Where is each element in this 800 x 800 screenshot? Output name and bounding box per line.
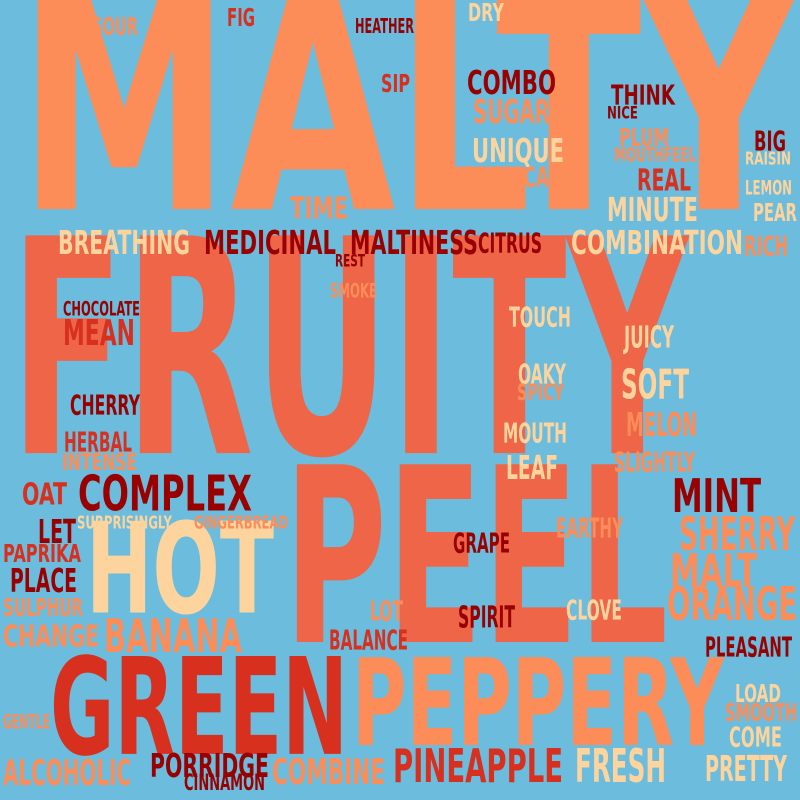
word-mean: MEAN <box>63 311 135 354</box>
word-fresh: FRESH <box>575 738 666 793</box>
word-tropical: TROPICAL <box>465 161 560 194</box>
word-spicy: SPICY <box>517 379 564 406</box>
word-juicy: JUICY <box>624 319 674 355</box>
word-sugary: SUGARY <box>473 92 563 131</box>
word-fruity: FRUITY <box>10 175 688 525</box>
word-think: THINK <box>611 79 675 112</box>
word-breathing: BREATHING <box>58 223 190 262</box>
word-rich: RICH <box>744 230 788 263</box>
word-sip: SIP <box>381 68 410 98</box>
word-rest: REST <box>335 251 365 271</box>
word-citrus: CITRUS <box>478 227 542 260</box>
word-cinnamon: CINNAMON <box>184 769 265 796</box>
word-pear: PEAR <box>753 197 797 227</box>
word-gentle: GENTLE <box>3 710 50 733</box>
word-oat: OAT <box>22 476 67 512</box>
word-grape: GRAPE <box>453 527 510 560</box>
word-plum: PLUM <box>619 122 669 152</box>
word-unique: UNIQUE <box>472 131 564 170</box>
word-mouthfeel: MOUTHFEEL <box>614 143 696 166</box>
word-herbal: HERBAL <box>64 426 132 459</box>
word-complex: COMPLEX <box>78 464 252 523</box>
word-pretty: PRETTY <box>705 747 787 790</box>
word-spirit: SPIRIT <box>458 599 515 635</box>
word-malty: MALTY <box>18 0 796 281</box>
word-peel: PEEL <box>284 415 668 701</box>
word-balance: BALANCE <box>329 624 408 657</box>
word-dry: DRY <box>468 0 504 27</box>
word-earthy: EARTHY <box>556 512 623 545</box>
word-pineapple: PINEAPPLE <box>393 738 563 793</box>
word-combine: COMBINE <box>272 750 385 793</box>
word-combination: COMBINATION <box>571 223 743 262</box>
word-sulphur: SULPHUR <box>3 592 83 622</box>
word-raisin: RAISIN <box>745 147 791 169</box>
word-oaky: OAKY <box>518 358 566 391</box>
word-chocolate: CHOCOLATE <box>63 297 140 320</box>
word-paprika: PAPRIKA <box>3 538 81 568</box>
word-heather: HEATHER <box>355 14 414 39</box>
word-touch: TOUCH <box>509 301 571 334</box>
word-clove: CLOVE <box>566 594 622 627</box>
word-medicinal: MEDICINAL <box>204 223 336 262</box>
word-combo: COMBO <box>467 63 556 102</box>
word-leaf: LEAF <box>506 448 558 487</box>
word-intense: INTENSE <box>62 448 137 476</box>
word-green: GREEN <box>50 629 348 787</box>
word-porridge: PORRIDGE <box>150 746 269 785</box>
word-sour: SOUR <box>92 11 138 41</box>
word-sherry: SHERRY <box>679 506 795 561</box>
word-alcoholic: ALCOHOLIC <box>3 751 131 794</box>
word-slightly: SLIGHTLY <box>614 446 695 479</box>
word-place: PLACE <box>10 561 77 600</box>
word-lemon: LEMON <box>745 176 792 199</box>
word-malt: MALT <box>670 543 757 598</box>
word-change: CHANGE <box>3 618 99 654</box>
word-orange: ORANGE <box>667 576 797 631</box>
word-smooth: SMOOTH <box>725 697 797 727</box>
word-minute: MINUTE <box>607 190 698 229</box>
word-melon: MELON <box>626 405 697 444</box>
word-maltiness: MALTINESS <box>350 223 478 262</box>
word-gingerbread: GINGERBREAD <box>194 511 288 533</box>
word-surprisingly: SURPRISINGLY <box>77 511 172 533</box>
word-pleasant: PLEASANT <box>705 631 792 664</box>
word-lot: LOT <box>370 595 403 628</box>
word-soft: SOFT <box>621 360 689 409</box>
word-time: TIME <box>290 190 348 226</box>
word-come: COME <box>729 721 782 754</box>
word-mouth: MOUTH <box>503 417 567 450</box>
word-load: LOAD <box>735 678 781 708</box>
word-big: BIG <box>754 125 786 158</box>
word-cherry: CHERRY <box>70 389 140 422</box>
word-nice: NICE <box>607 103 638 123</box>
word-banana: BANANA <box>104 608 242 663</box>
word-mint: MINT <box>672 468 761 523</box>
word-real: REAL <box>637 162 691 198</box>
word-smoke: SMOKE <box>330 279 377 302</box>
word-peppery: PEPPERY <box>352 633 724 775</box>
word-fig: FIG <box>227 2 255 32</box>
word-hot: HOT <box>86 495 274 643</box>
word-let: LET <box>38 512 76 551</box>
